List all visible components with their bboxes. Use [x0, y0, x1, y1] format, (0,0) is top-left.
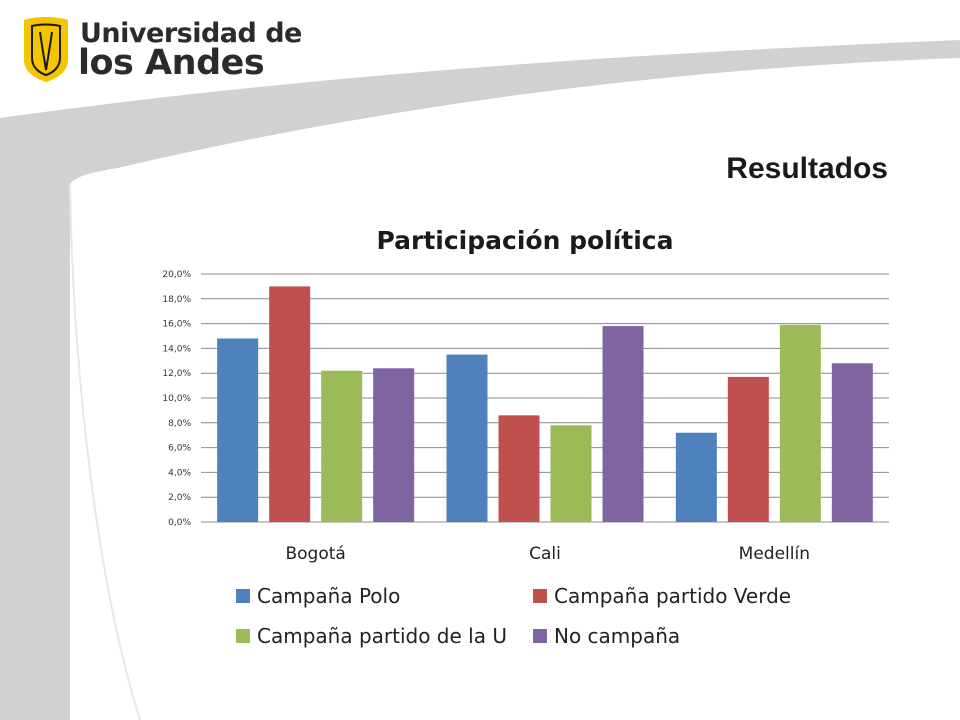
- y-tick-label: 14,0%: [162, 344, 191, 354]
- legend-label: Campaña partido Verde: [554, 584, 791, 608]
- bar: [727, 376, 769, 522]
- legend-label: Campaña Polo: [257, 584, 400, 608]
- legend-label: No campaña: [554, 624, 680, 648]
- legend-swatch: [533, 629, 547, 643]
- y-tick-label: 18,0%: [162, 295, 191, 305]
- y-tick-label: 20,0%: [162, 270, 191, 280]
- bar: [321, 370, 363, 522]
- swoosh-edge: [69, 183, 141, 720]
- gray-swoosh: [0, 40, 960, 720]
- chart-gridlines: [201, 273, 889, 523]
- bar: [217, 338, 259, 522]
- bar: [446, 354, 488, 522]
- x-category-label: Cali: [529, 544, 561, 564]
- y-tick-label: 16,0%: [162, 320, 191, 330]
- legend-swatch: [533, 589, 547, 603]
- bar: [602, 326, 644, 522]
- y-axis-tick-labels: 0,0% 2,0% 4,0% 6,0% 8,0% 10,0% 12,0% 14,0% 16,0%…: [162, 270, 191, 528]
- legend-label: Campaña partido de la U: [257, 624, 507, 648]
- logo-text-line2: los Andes: [78, 43, 265, 83]
- y-tick-label: 10,0%: [162, 394, 191, 404]
- chart-title: Participación política: [376, 226, 673, 255]
- bar: [831, 363, 873, 522]
- slide-title: Resultados: [726, 152, 888, 185]
- y-tick-label: 0,0%: [168, 518, 191, 528]
- bar: [779, 324, 821, 522]
- bar: [498, 415, 540, 522]
- legend-swatch: [236, 589, 250, 603]
- y-tick-label: 8,0%: [168, 419, 191, 429]
- x-axis-category-labels: Bogotá Cali Medellín: [285, 544, 810, 564]
- legend-swatch: [236, 629, 250, 643]
- logo-emblem: [24, 17, 68, 82]
- bar: [269, 286, 311, 522]
- bar: [675, 432, 717, 522]
- y-tick-label: 6,0%: [168, 444, 191, 454]
- chart-bars: [217, 286, 873, 522]
- x-category-label: Bogotá: [285, 544, 345, 564]
- chart-legend: Campaña Polo Campaña partido Verde Campaña…: [236, 584, 791, 648]
- y-tick-label: 2,0%: [168, 493, 191, 503]
- logo-text-line1: Universidad de: [80, 18, 302, 49]
- bar: [373, 368, 415, 522]
- university-logo: Universidad de los Andes: [18, 16, 302, 83]
- bar: [550, 425, 592, 522]
- y-tick-label: 4,0%: [168, 468, 191, 478]
- y-tick-label: 12,0%: [162, 369, 191, 379]
- x-category-label: Medellín: [739, 544, 810, 564]
